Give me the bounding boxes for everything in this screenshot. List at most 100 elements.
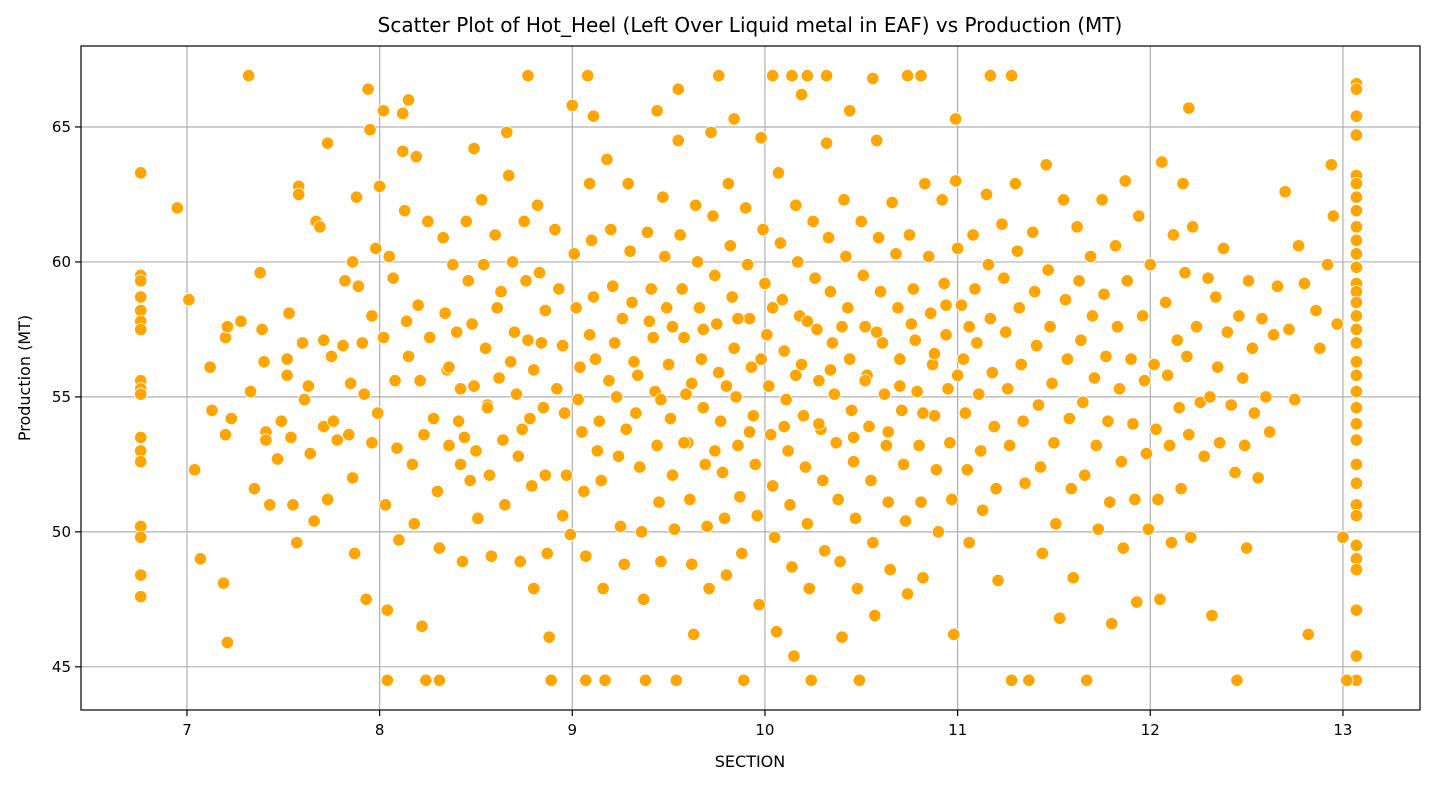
data-point (1139, 446, 1154, 461)
data-point (525, 479, 539, 493)
data-point (295, 336, 310, 350)
data-point (513, 554, 527, 569)
data-point (1247, 406, 1261, 420)
data-point (602, 374, 616, 388)
data-point (581, 69, 595, 83)
data-point (704, 125, 718, 139)
data-point (690, 255, 705, 269)
data-point (1120, 274, 1134, 288)
data-point (1135, 309, 1150, 323)
data-point (567, 247, 581, 261)
data-point (687, 627, 701, 642)
data-point (951, 241, 965, 256)
data-point (1184, 530, 1198, 544)
data-point (584, 233, 599, 247)
data-point (1083, 249, 1098, 264)
data-point (1282, 322, 1296, 337)
data-point (134, 455, 148, 469)
data-point (502, 168, 516, 183)
data-point (737, 673, 751, 687)
data-point (1349, 177, 1364, 191)
data-point (1118, 174, 1132, 188)
data-point (1336, 530, 1350, 544)
data-point (837, 193, 851, 207)
data-point (1087, 371, 1102, 385)
data-point (371, 406, 385, 420)
data-point (453, 382, 468, 396)
data-point (956, 352, 970, 366)
data-point (694, 352, 708, 366)
data-point (1205, 608, 1219, 623)
data-point (1349, 247, 1364, 261)
data-point (1128, 492, 1142, 507)
data-point (583, 328, 597, 342)
data-point (989, 482, 1003, 496)
data-point (621, 177, 635, 191)
data-point (671, 133, 685, 148)
data-point (1018, 476, 1032, 490)
axis-ticks: 7 8 9 10 11 12 13 45 50 55 60 65 (52, 118, 1353, 739)
data-point (471, 511, 485, 525)
data-point (733, 490, 747, 504)
data-point (303, 446, 317, 461)
data-point (1349, 109, 1364, 123)
data-point (586, 109, 601, 123)
x-tick-label: 8 (375, 721, 385, 739)
data-point (1062, 411, 1076, 426)
data-point (134, 274, 148, 288)
data-point (556, 339, 570, 353)
data-point (592, 414, 606, 428)
data-point (663, 411, 678, 426)
data-point (573, 360, 587, 374)
data-point (798, 460, 813, 474)
data-point (413, 374, 427, 388)
data-point (677, 330, 691, 345)
data-point (660, 301, 674, 315)
data-point (344, 376, 358, 390)
data-point (667, 522, 681, 536)
data-point (382, 249, 396, 264)
data-point (783, 498, 797, 512)
data-point (808, 271, 822, 285)
data-point (467, 379, 481, 393)
data-point (976, 503, 990, 517)
data-point (1116, 541, 1130, 555)
data-point (706, 209, 720, 223)
data-point (1263, 425, 1277, 439)
data-point (636, 592, 651, 606)
data-point (912, 438, 926, 453)
data-point (631, 368, 645, 382)
data-point (877, 387, 892, 401)
data-point (960, 463, 974, 477)
data-point (791, 255, 805, 269)
data-point (760, 328, 774, 342)
data-point (519, 274, 533, 288)
data-point (1095, 193, 1109, 207)
data-point (985, 366, 999, 380)
data-point (1349, 220, 1364, 234)
data-point (1110, 320, 1125, 334)
data-point (1074, 333, 1088, 347)
data-point (1240, 541, 1254, 555)
data-point (247, 482, 261, 496)
data-point (1349, 649, 1364, 663)
data-point (482, 468, 497, 482)
data-point (453, 457, 468, 471)
data-point (357, 387, 371, 401)
data-point (1236, 371, 1250, 385)
data-point (773, 236, 787, 250)
data-point (1105, 617, 1119, 631)
data-point (858, 320, 872, 334)
data-point (949, 174, 963, 188)
data-point (363, 123, 377, 137)
data-point (557, 406, 572, 420)
data-point (388, 374, 402, 388)
data-point (569, 301, 583, 315)
data-point (868, 608, 882, 623)
data-point (839, 249, 853, 264)
data-point (1049, 517, 1063, 531)
data-point (820, 136, 834, 150)
data-point (1349, 336, 1364, 350)
data-point (754, 131, 768, 145)
data-point (870, 133, 884, 148)
